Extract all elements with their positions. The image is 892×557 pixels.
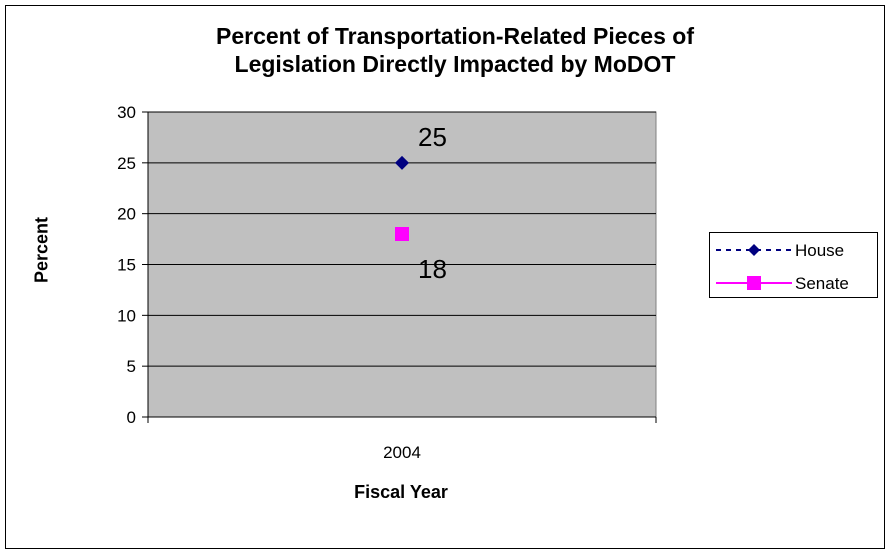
chart-title-line-1: Percent of Transportation-Related Pieces…: [215, 23, 694, 49]
y-tick-label: 25: [117, 154, 136, 173]
data-label-house: 25: [418, 122, 447, 152]
x-axis-label: Fiscal Year: [354, 482, 448, 502]
y-tick-label: 15: [117, 256, 136, 275]
chart-title-line-2: Legislation Directly Impacted by MoDOT: [234, 51, 676, 77]
data-label-senate: 18: [418, 254, 447, 284]
data-point-house: [395, 155, 409, 170]
y-tick-label: 10: [117, 306, 136, 325]
data-point-senate: [395, 227, 409, 241]
legend-item-senate: Senate: [710, 268, 877, 298]
legend-item-house: House: [710, 235, 877, 265]
y-tick-label: 0: [127, 408, 136, 427]
y-tick-label: 30: [117, 103, 136, 122]
y-axis-label: Percent: [31, 216, 52, 284]
x-tick-label: 2004: [383, 443, 421, 462]
chart-title: Percent of Transportation-Related Pieces…: [100, 22, 810, 78]
legend-swatch-house: [716, 244, 792, 256]
legend-swatch-senate: [716, 276, 792, 290]
y-tick-label: 20: [117, 205, 136, 224]
legend-label-senate: Senate: [795, 274, 849, 293]
y-tick-label: 5: [127, 357, 136, 376]
legend: House Senate: [709, 232, 878, 298]
legend-label-house: House: [795, 241, 845, 260]
